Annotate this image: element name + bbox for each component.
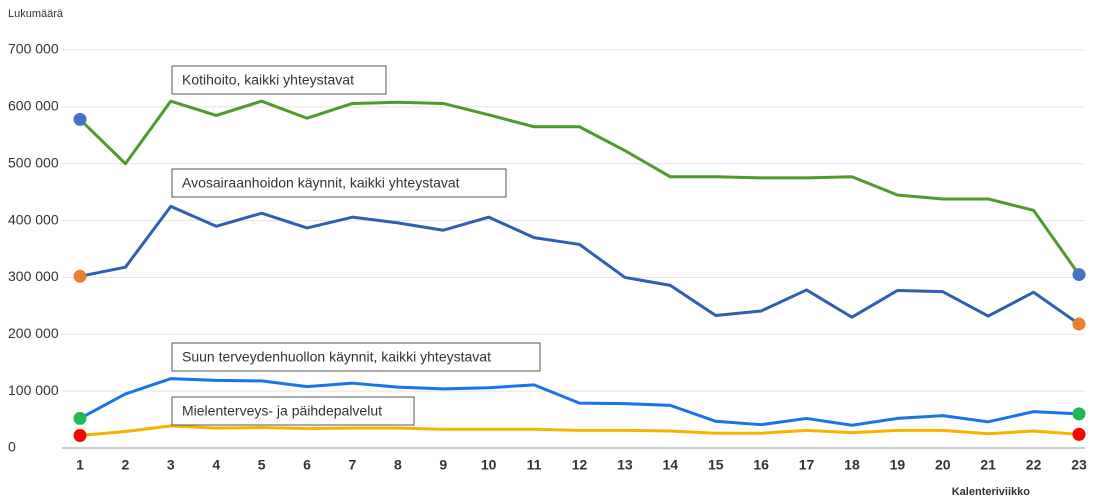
- y-axis-title: Lukumäärä: [8, 8, 64, 20]
- y-tick-label: 600 000: [8, 98, 59, 114]
- x-tick-label: 23: [1071, 457, 1087, 473]
- x-tick-label: 18: [844, 457, 860, 473]
- annotation-box: [171, 168, 507, 198]
- series-label: Avosairaanhoidon käynnit, kaikki yhteyst…: [182, 175, 460, 191]
- x-tick-label: 6: [303, 457, 311, 473]
- x-tick-label: 8: [394, 457, 402, 473]
- endpoint-marker: [1072, 407, 1086, 421]
- series-line: [79, 204, 1080, 326]
- series-label: Suun terveydenhuollon käynnit, kaikki yh…: [182, 349, 491, 365]
- x-tick-label: 7: [349, 457, 357, 473]
- x-tick-label: 1: [76, 457, 84, 473]
- x-tick-label: 22: [1026, 457, 1042, 473]
- annotation-box: [171, 342, 541, 372]
- y-tick-label: 100 000: [8, 382, 59, 398]
- endpoint-marker: [73, 428, 87, 442]
- annotation-box: [171, 396, 415, 426]
- y-tick-label: 500 000: [8, 154, 59, 170]
- x-tick-label: 5: [258, 457, 266, 473]
- x-tick-label: 12: [572, 457, 588, 473]
- x-tick-label: 21: [980, 457, 996, 473]
- y-tick-label: 400 000: [8, 211, 59, 227]
- series-label: Kotihoito, kaikki yhteystavat: [182, 72, 354, 88]
- endpoint-marker: [1072, 317, 1086, 331]
- series-label: Mielenterveys- ja päihdepalvelut: [182, 403, 382, 419]
- x-tick-label: 3: [167, 457, 175, 473]
- x-tick-label: 11: [527, 457, 542, 473]
- x-tick-label: 14: [663, 457, 679, 473]
- series-line: [78, 99, 1081, 276]
- x-axis-title: Kalenteriviikko: [952, 486, 1031, 498]
- y-tick-label: 300 000: [8, 268, 59, 284]
- y-tick-label: 0: [8, 439, 16, 455]
- endpoint-marker: [73, 411, 87, 425]
- x-tick-label: 4: [212, 457, 220, 473]
- x-tick-label: 10: [481, 457, 497, 473]
- annotation-box: [171, 65, 387, 95]
- y-tick-label: 700 000: [8, 41, 59, 57]
- x-tick-label: 16: [753, 457, 769, 473]
- y-tick-label: 200 000: [8, 325, 59, 341]
- endpoint-marker: [1072, 427, 1086, 441]
- x-tick-label: 15: [708, 457, 724, 473]
- series-line: [79, 377, 1080, 427]
- series-line: [79, 424, 1080, 437]
- endpoint-marker: [73, 269, 87, 283]
- endpoint-marker: [73, 112, 87, 126]
- x-tick-label: 9: [439, 457, 447, 473]
- endpoint-marker: [1072, 268, 1086, 282]
- x-tick-label: 2: [122, 457, 130, 473]
- x-tick-label: 19: [890, 457, 906, 473]
- x-tick-label: 17: [799, 457, 815, 473]
- x-tick-label: 20: [935, 457, 951, 473]
- x-tick-label: 13: [617, 457, 633, 473]
